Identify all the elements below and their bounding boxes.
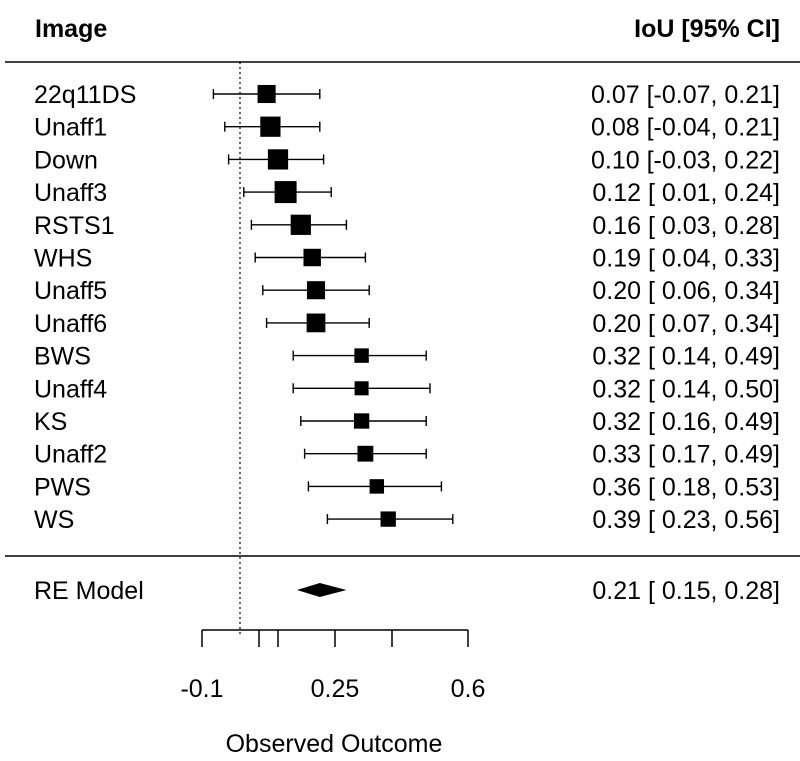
estimate-ci-text: 0.19 [ 0.04, 0.33] [592,245,780,273]
point-estimate-marker [354,348,369,363]
study-label: Unaff6 [34,310,107,338]
x-tick-label: -0.1 [180,675,223,703]
study-label: Unaff4 [34,375,107,403]
header-left: Image [35,15,107,43]
study-label: RSTS1 [34,212,115,240]
point-estimate-marker [267,149,289,170]
study-label: Unaff1 [34,114,107,142]
summary-label: RE Model [34,577,144,605]
study-label: WHS [34,245,92,273]
estimate-ci-text: 0.12 [ 0.01, 0.24] [592,179,780,207]
point-estimate-marker [306,313,326,333]
study-row: KS 0.32 [ 0.16, 0.49] [34,408,780,436]
point-estimate-marker [290,214,311,235]
summary-estimate-text: 0.21 [ 0.15, 0.28] [592,577,780,605]
study-row: 22q11DS 0.07 [-0.07, 0.21] [34,81,780,109]
study-label: Down [34,146,98,174]
study-row: Unaff1 0.08 [-0.04, 0.21] [34,114,780,142]
study-label: PWS [34,473,91,501]
point-estimate-marker [306,281,326,300]
study-label: Unaff3 [34,179,107,207]
estimate-ci-text: 0.32 [ 0.16, 0.49] [592,408,780,436]
study-row: PWS 0.36 [ 0.18, 0.53] [34,473,780,501]
study-rows: 22q11DS 0.07 [-0.07, 0.21] Unaff1 0.08 [-0.… [34,81,780,534]
study-row: Unaff2 0.33 [ 0.17, 0.49] [34,441,780,469]
estimate-ci-text: 0.16 [ 0.03, 0.28] [592,212,780,240]
estimate-ci-text: 0.36 [ 0.18, 0.53] [592,473,780,501]
estimate-ci-text: 0.10 [-0.03, 0.22] [591,146,780,174]
point-estimate-marker [357,445,374,462]
header-right: IoU [95% CI] [634,15,780,43]
estimate-ci-text: 0.20 [ 0.06, 0.34] [592,277,780,305]
estimate-ci-text: 0.20 [ 0.07, 0.34] [592,310,780,338]
study-row: WHS 0.19 [ 0.04, 0.33] [34,245,780,273]
point-estimate-marker [353,413,370,429]
point-estimate-marker [303,248,321,267]
point-estimate-marker [380,511,396,527]
study-row: BWS 0.32 [ 0.14, 0.49] [34,343,780,371]
x-axis-title: Observed Outcome [226,730,443,758]
study-label: KS [34,408,67,436]
study-label: 22q11DS [34,81,136,109]
study-label: WS [34,506,74,534]
study-row: Down 0.10 [-0.03, 0.22] [34,146,780,174]
estimate-ci-text: 0.33 [ 0.17, 0.49] [592,441,780,469]
study-row: WS 0.39 [ 0.23, 0.56] [34,506,780,534]
estimate-ci-text: 0.32 [ 0.14, 0.50] [592,375,780,403]
study-label: Unaff5 [34,277,107,305]
point-estimate-marker [369,479,385,494]
point-estimate-marker [354,381,369,396]
x-tick-label: 0.6 [451,675,486,703]
study-row: Unaff3 0.12 [ 0.01, 0.24] [34,179,780,207]
study-row: Unaff5 0.20 [ 0.06, 0.34] [34,277,780,305]
study-row: Unaff6 0.20 [ 0.07, 0.34] [34,310,780,338]
estimate-ci-text: 0.32 [ 0.14, 0.49] [592,343,780,371]
study-row: RSTS1 0.16 [ 0.03, 0.28] [34,212,780,240]
summary-row: RE Model 0.21 [ 0.15, 0.28] [34,577,780,605]
point-estimate-marker [260,116,281,137]
point-estimate-marker [257,84,276,104]
x-tick-label: 0.25 [311,675,360,703]
estimate-ci-text: 0.39 [ 0.23, 0.56] [592,506,780,534]
study-row: Unaff4 0.32 [ 0.14, 0.50] [34,375,780,403]
study-label: Unaff2 [34,441,107,469]
point-estimate-marker [274,181,297,204]
study-label: BWS [34,343,91,371]
x-axis: -0.1 0.25 0.6 [180,62,485,703]
summary-diamond [297,583,347,597]
estimate-ci-text: 0.07 [-0.07, 0.21] [591,81,780,109]
estimate-ci-text: 0.08 [-0.04, 0.21] [591,114,780,142]
